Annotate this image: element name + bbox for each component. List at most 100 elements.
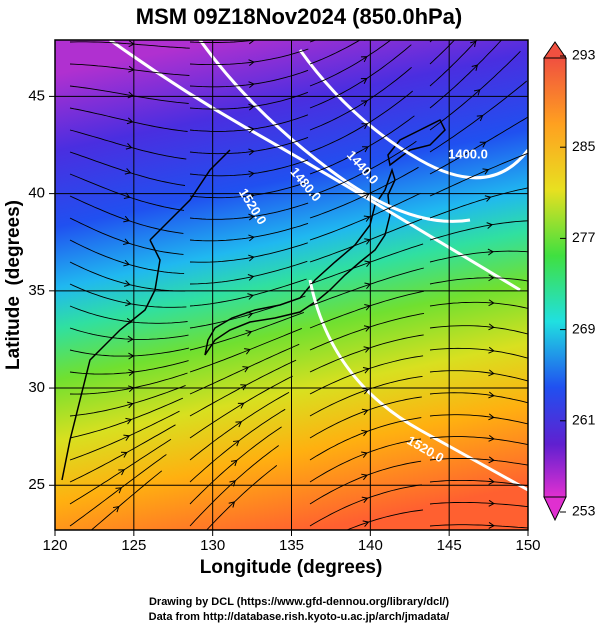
streamline bbox=[309, 115, 415, 175]
streamline bbox=[345, 509, 424, 530]
colorbar-tick-label: 269 bbox=[572, 320, 596, 336]
streamline-arrow bbox=[237, 402, 245, 409]
streamline-arrow bbox=[244, 348, 251, 355]
streamline-arrow bbox=[488, 522, 495, 529]
streamline bbox=[429, 277, 528, 285]
streamline-arrow bbox=[593, 21, 599, 29]
y-tick-label: 25 bbox=[28, 476, 45, 493]
colorbar-tick-label: 253 bbox=[572, 503, 596, 519]
streamline-arrow bbox=[470, 40, 477, 48]
streamline bbox=[309, 438, 422, 483]
streamline bbox=[309, 484, 422, 527]
streamline-arrow bbox=[248, 234, 255, 242]
colorbar bbox=[543, 57, 567, 498]
streamline bbox=[309, 417, 422, 461]
plot-area bbox=[61, 0, 599, 548]
streamline bbox=[550, 534, 599, 548]
colorbar-extend-bottom bbox=[543, 496, 567, 522]
contour-label: 1400.0 bbox=[448, 146, 488, 161]
streamline bbox=[189, 375, 293, 439]
streamline bbox=[429, 479, 528, 487]
streamline bbox=[429, 501, 528, 508]
streamline bbox=[69, 41, 190, 49]
streamline-arrow bbox=[248, 213, 255, 221]
streamline bbox=[69, 107, 188, 132]
streamline bbox=[309, 66, 412, 131]
streamline-arrow bbox=[118, 469, 125, 476]
streamline bbox=[189, 343, 300, 395]
streamline-arrow bbox=[125, 143, 133, 150]
streamline bbox=[429, 50, 521, 131]
streamline bbox=[69, 217, 184, 255]
x-tick-label: 120 bbox=[42, 537, 67, 554]
coastline bbox=[61, 149, 231, 481]
streamline bbox=[429, 80, 527, 153]
streamline-arrow bbox=[233, 440, 240, 447]
streamline-arrow bbox=[245, 330, 253, 337]
streamline-arrow bbox=[361, 496, 369, 504]
streamline bbox=[429, 524, 528, 529]
streamline bbox=[189, 295, 306, 329]
streamline bbox=[429, 40, 478, 87]
streamline-arrow bbox=[229, 480, 236, 487]
streamline bbox=[69, 410, 180, 461]
streamline bbox=[429, 152, 528, 197]
streamline-arrow bbox=[361, 123, 369, 130]
streamline bbox=[309, 460, 422, 505]
streamline bbox=[429, 40, 456, 65]
streamline-arrow bbox=[361, 429, 369, 437]
streamline-arrow bbox=[248, 59, 255, 66]
streamline-arrow bbox=[488, 499, 495, 507]
streamline-arrow bbox=[112, 505, 120, 513]
streamline bbox=[69, 438, 172, 505]
streamline bbox=[189, 311, 305, 351]
streamline-arrow bbox=[362, 387, 370, 395]
contour-line bbox=[308, 279, 528, 492]
streamline bbox=[69, 397, 184, 439]
streamline-arrow bbox=[126, 117, 134, 125]
streamline-arrow bbox=[488, 391, 495, 399]
streamline-arrow bbox=[246, 311, 254, 319]
streamline-arrow bbox=[488, 299, 495, 307]
streamline-arrow bbox=[248, 148, 255, 156]
streamline-arrow bbox=[361, 408, 369, 416]
streamline-arrow bbox=[488, 456, 495, 464]
streamline-arrow bbox=[228, 501, 236, 508]
streamline-arrow bbox=[469, 0, 477, 2]
x-tick-label: 140 bbox=[358, 537, 383, 554]
streamline-arrow bbox=[248, 126, 255, 133]
streamline-arrow bbox=[360, 56, 368, 63]
streamline bbox=[550, 518, 599, 527]
streamline bbox=[69, 454, 167, 527]
streamline-arrow bbox=[248, 170, 255, 178]
x-tick-label: 125 bbox=[121, 537, 146, 554]
streamline bbox=[189, 222, 309, 242]
streamline bbox=[69, 261, 186, 292]
streamline bbox=[189, 202, 309, 220]
y-tick-label: 45 bbox=[28, 87, 45, 104]
streamline bbox=[189, 91, 309, 110]
coastline bbox=[387, 118, 446, 167]
streamline bbox=[429, 347, 528, 359]
streamline bbox=[309, 192, 421, 241]
streamline-arrow bbox=[123, 259, 130, 267]
streamline bbox=[309, 375, 423, 417]
streamline-arrow bbox=[126, 401, 134, 409]
streamline bbox=[429, 392, 528, 404]
streamline-arrow bbox=[123, 215, 130, 223]
streamline-arrow bbox=[476, 115, 484, 122]
streamline-arrow bbox=[126, 318, 133, 325]
streamline bbox=[90, 470, 163, 530]
streamline-arrow bbox=[362, 146, 369, 153]
streamline-arrow bbox=[482, 168, 490, 175]
streamline bbox=[69, 129, 187, 160]
streamline bbox=[189, 48, 309, 66]
streamline-arrow bbox=[486, 222, 494, 229]
streamline-arrow bbox=[488, 434, 495, 442]
streamline bbox=[429, 457, 528, 466]
streamline-arrow bbox=[124, 168, 132, 175]
streamline-arrow bbox=[363, 0, 370, 1]
colorbar-tick-label: 285 bbox=[572, 138, 596, 154]
x-tick-label: 135 bbox=[279, 537, 304, 554]
